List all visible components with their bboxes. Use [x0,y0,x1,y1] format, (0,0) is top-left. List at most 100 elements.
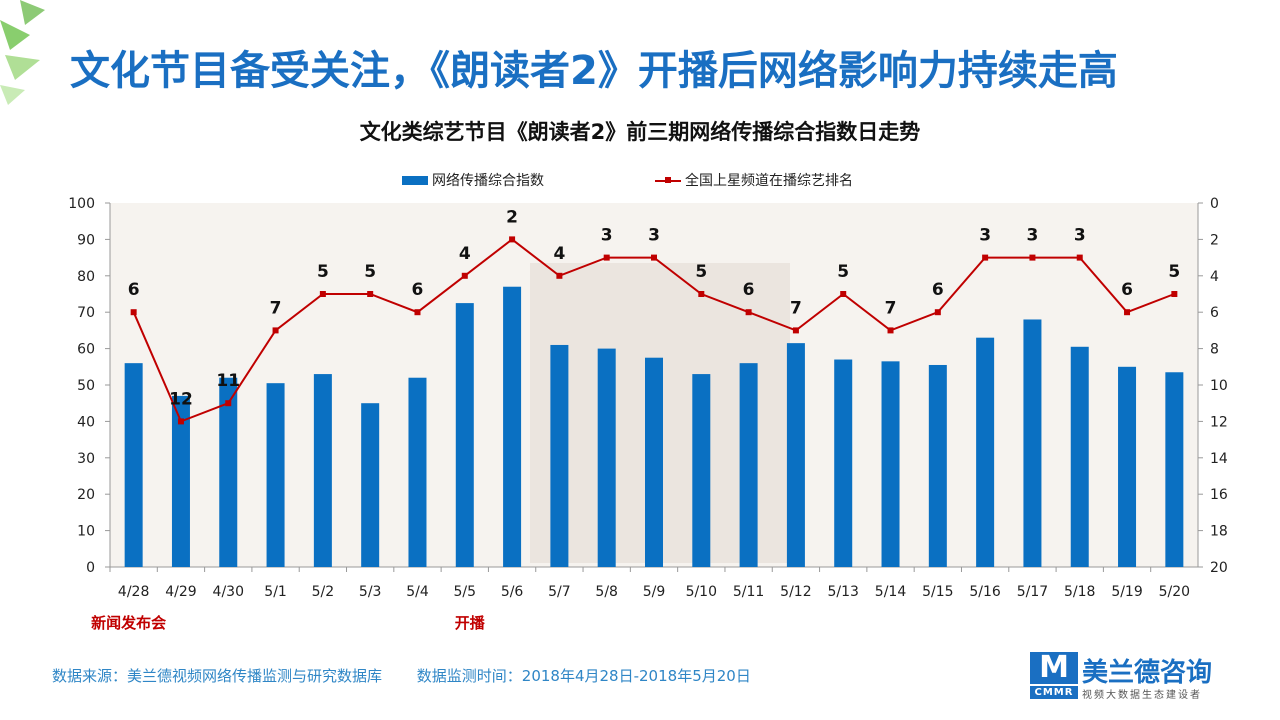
rank-point [1124,309,1131,316]
rank-data-label: 5 [695,262,707,282]
right-tick-label: 14 [1210,451,1228,467]
bar [1165,372,1184,567]
rank-data-label: 7 [270,298,282,318]
right-tick-label: 4 [1210,269,1219,285]
bar [408,377,427,567]
x-tick-label: 5/13 [827,584,858,600]
event-annotations: 新闻发布会 开播 [91,614,486,632]
x-tick-label: 5/14 [875,584,907,600]
line-series [130,236,1178,425]
legend-line-swatch [655,176,681,185]
cmmr-logo: M CMMR 美兰德咨询 视频大数据生态建设者 [1030,652,1235,702]
logo-mark: M [1030,652,1078,684]
bar [597,348,616,567]
left-tick-label: 70 [77,305,95,321]
rank-point [934,309,941,316]
bar [124,363,143,567]
rank-data-label: 5 [837,262,849,282]
left-tick-label: 40 [77,414,95,430]
bar [313,374,332,567]
right-tick-label: 0 [1210,196,1219,212]
rank-data-label: 5 [364,262,376,282]
rank-data-label: 6 [128,280,140,300]
rank-point [651,254,657,261]
rank-data-label: 3 [1074,226,1086,246]
rank-point [272,327,279,334]
right-tick-label: 8 [1210,342,1219,358]
x-tick-label: 5/16 [969,584,1001,600]
x-tick-label: 5/10 [686,584,717,600]
bar [219,377,238,567]
rank-point [1029,254,1036,261]
bar-series [124,286,1184,567]
rank-data-label: 3 [1027,226,1039,246]
bar [1023,319,1042,567]
rank-point [982,254,989,261]
event-label: 开播 [455,614,486,632]
right-tick-label: 18 [1210,524,1228,540]
rank-data-label: 3 [648,226,660,246]
slide-title: 文化节目备受关注，《朗读者2》开播后网络影响力持续走高 [70,48,1118,94]
footer-source: 数据来源：美兰德视频网络传播监测与研究数据库 [52,667,383,685]
legend-bar-swatch [402,175,428,185]
rank-data-label: 4 [553,244,565,264]
bar [739,363,758,567]
x-tick-label: 5/6 [501,584,524,600]
right-tick-label: 2 [1210,232,1219,248]
x-tick-label: 4/28 [118,584,149,600]
bar [455,303,474,567]
bar [976,337,995,567]
rank-data-label: 7 [885,298,897,318]
rank-point [603,254,610,261]
rank-point [1171,291,1178,297]
legend-label-line: 全国上星频道在播综艺排名 [685,173,853,189]
x-tick-label: 5/8 [595,584,618,600]
event-label: 新闻发布会 [91,614,166,632]
right-tick-label: 12 [1210,414,1228,430]
rank-data-label: 6 [412,280,424,300]
rank-point [461,272,468,279]
footer-period: 数据监测时间：2018年4月28日-2018年5月20日 [416,667,751,685]
chart-axes: 0 10 20 30 40 50 60 70 80 90 100 0 2 4 6 8 10 12 14 16 18 20 4… [68,196,1228,600]
x-tick-label: 5/1 [264,584,287,600]
rank-data-label: 7 [790,298,802,318]
right-tick-label: 16 [1210,487,1228,503]
footer: 数据来源：美兰德视频网络传播监测与研究数据库 数据监测时间：2018年4月28日… [52,665,781,686]
x-tick-label: 4/29 [165,584,196,600]
left-tick-label: 20 [77,487,95,503]
chart-legend: 网络传播综合指数 全国上星频道在播综艺排名 [0,170,1280,190]
legend-item-line: 全国上星频道在播综艺排名 [655,170,853,190]
rank-point [319,291,326,297]
bar [550,344,569,567]
left-tick-label: 60 [77,342,95,358]
rank-point [887,327,894,334]
rank-point [1076,254,1083,261]
data-labels: 6 12 11 7 5 5 6 4 2 4 3 3 5 6 7 5 7 6 3 3 3 6 5 [128,207,1181,409]
rank-data-label: 6 [1121,280,1133,300]
legend-label-bar: 网络传播综合指数 [432,173,544,189]
left-tick-label: 0 [86,560,95,576]
bar [171,395,190,567]
x-tick-label: 4/30 [213,584,244,600]
x-tick-label: 5/17 [1017,584,1048,600]
x-tick-label: 5/15 [922,584,953,600]
leaf-decoration [0,0,45,105]
rank-point [509,236,516,243]
chart-title: 文化类综艺节目《朗读者2》前三期网络传播综合指数日走势 [359,120,921,144]
left-tick-label: 10 [77,524,95,540]
rank-data-label: 11 [216,371,240,391]
rank-data-label: 12 [169,389,193,409]
bar [1070,346,1089,567]
logo-tagline: 视频大数据生态建设者 [1082,690,1202,701]
bar [881,361,900,567]
left-tick-label: 100 [68,196,95,212]
bar [928,364,947,567]
logo-abbr: CMMR [1030,686,1078,699]
x-tick-label: 5/20 [1159,584,1190,600]
left-tick-label: 50 [77,378,95,394]
bar [645,357,663,567]
bar [503,286,522,567]
x-tick-label: 5/4 [406,584,429,600]
x-tick-label: 5/5 [454,584,477,600]
rank-data-label: 5 [1168,262,1180,282]
